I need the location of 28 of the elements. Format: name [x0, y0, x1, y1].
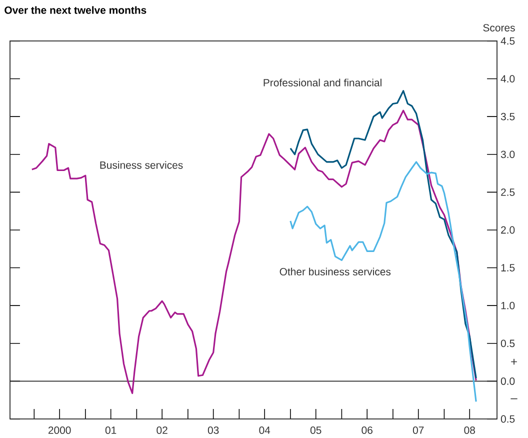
- y-tick-label: 0.0: [500, 377, 515, 385]
- y-tick-label: 4.5: [500, 37, 515, 45]
- y-tick-label: 2.5: [501, 188, 515, 196]
- series-label: Business services: [100, 161, 183, 169]
- x-tick-label: 02: [156, 426, 168, 434]
- x-tick-label: 05: [310, 426, 322, 434]
- y-tick-label: 2.0: [501, 226, 515, 234]
- y-tick-label: 3.0: [500, 150, 515, 158]
- text: +: [511, 358, 517, 365]
- y-axis-title: Scores: [483, 24, 515, 32]
- y-tick-label: 4.0: [500, 75, 515, 82]
- chart-title: Over the next twelve months: [4, 6, 146, 14]
- x-tick-label: 08: [464, 426, 475, 434]
- y-tick-label: 1.0: [501, 302, 515, 310]
- x-tick-label: 03: [208, 426, 219, 434]
- x-tick-label: 01: [105, 426, 116, 434]
- series-label: Other business services: [280, 268, 391, 276]
- line-series: [31, 110, 477, 394]
- y-tick-label: 1.5: [501, 264, 515, 272]
- x-tick-label: 2000: [48, 426, 71, 434]
- text: –: [510, 398, 518, 400]
- y-tick-label: 0.5: [500, 340, 515, 348]
- x-tick-label: 04: [259, 426, 270, 434]
- x-tick-label: 07: [412, 426, 424, 434]
- series-label: Professional and financial: [264, 78, 382, 86]
- y-tick-label: 3.5: [500, 112, 515, 120]
- y-tick-label: 0.5: [500, 415, 515, 423]
- x-tick-label: 06: [362, 426, 372, 434]
